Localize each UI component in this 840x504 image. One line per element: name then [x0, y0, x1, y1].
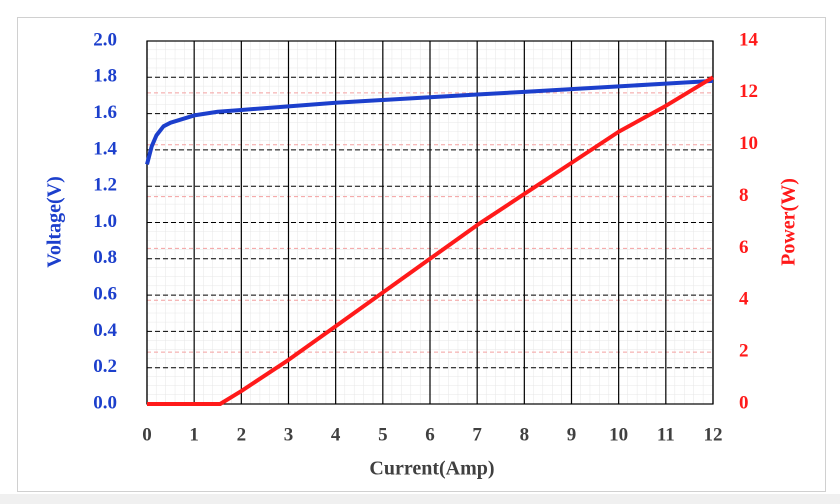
- x-tick-label: 4: [331, 424, 341, 445]
- y-tick-label: 1.2: [93, 175, 117, 196]
- y-tick-label: 0.8: [93, 247, 117, 268]
- frame: [17, 17, 826, 492]
- y-tick-label: 2.0: [93, 29, 117, 50]
- x-tick-label: 11: [657, 424, 675, 445]
- x-tick-label: 0: [142, 424, 152, 445]
- y2-tick-label: 4: [739, 289, 749, 310]
- y2-tick-label: 8: [739, 185, 749, 206]
- y2-tick-label: 6: [739, 237, 749, 258]
- y2-tick-label: 10: [739, 133, 758, 154]
- y-tick-label: 1.0: [93, 211, 117, 232]
- y-axis-title: Voltage(V): [44, 176, 66, 267]
- x-axis-title: Current(Amp): [369, 458, 494, 480]
- y2-tick-label: 0: [739, 392, 749, 413]
- y-tick-label: 0.6: [93, 283, 117, 304]
- x-tick-label: 1: [189, 424, 199, 445]
- x-tick-label: 2: [237, 424, 247, 445]
- y-tick-label: 1.4: [93, 138, 117, 159]
- x-tick-label: 5: [378, 424, 388, 445]
- y-tick-label: 1.8: [93, 66, 117, 87]
- y-tick-label: 0.4: [93, 320, 117, 341]
- x-tick-label: 12: [704, 424, 723, 445]
- plot-border: [146, 40, 714, 405]
- grid: [146, 40, 714, 405]
- series-line: [145, 78, 714, 165]
- y2-tick-label: 12: [739, 81, 758, 102]
- labels: 024681012140.00.20.40.60.81.01.21.41.61.…: [93, 29, 758, 445]
- x-tick-label: 8: [520, 424, 530, 445]
- y-tick-label: 1.6: [93, 102, 117, 123]
- x-tick-label: 3: [284, 424, 294, 445]
- x-tick-label: 9: [567, 424, 577, 445]
- y2-axis-title: Power(W): [778, 178, 800, 266]
- marks: [145, 75, 715, 406]
- x-tick-label: 10: [609, 424, 628, 445]
- x-tick-label: 6: [425, 424, 435, 445]
- series-line: [147, 75, 715, 406]
- x-tick-label: 7: [472, 424, 482, 445]
- y-tick-label: 0.2: [93, 356, 117, 377]
- y2-tick-label: 2: [739, 341, 749, 362]
- y-tick-label: 0.0: [93, 392, 117, 413]
- y2-tick-label: 14: [739, 29, 759, 50]
